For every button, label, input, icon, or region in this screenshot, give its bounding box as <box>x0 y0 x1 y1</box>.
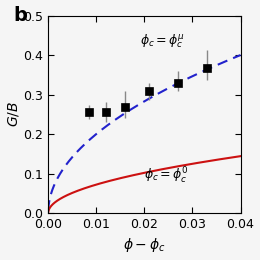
Y-axis label: $G/B$: $G/B$ <box>5 101 21 127</box>
Text: b: b <box>14 6 28 25</box>
X-axis label: $\phi - \phi_c$: $\phi - \phi_c$ <box>123 236 166 255</box>
Text: $\phi_c = \phi_c^{0}$: $\phi_c = \phi_c^{0}$ <box>144 165 189 186</box>
Text: $\phi_c = \phi_c^{\mu}$: $\phi_c = \phi_c^{\mu}$ <box>140 32 185 50</box>
